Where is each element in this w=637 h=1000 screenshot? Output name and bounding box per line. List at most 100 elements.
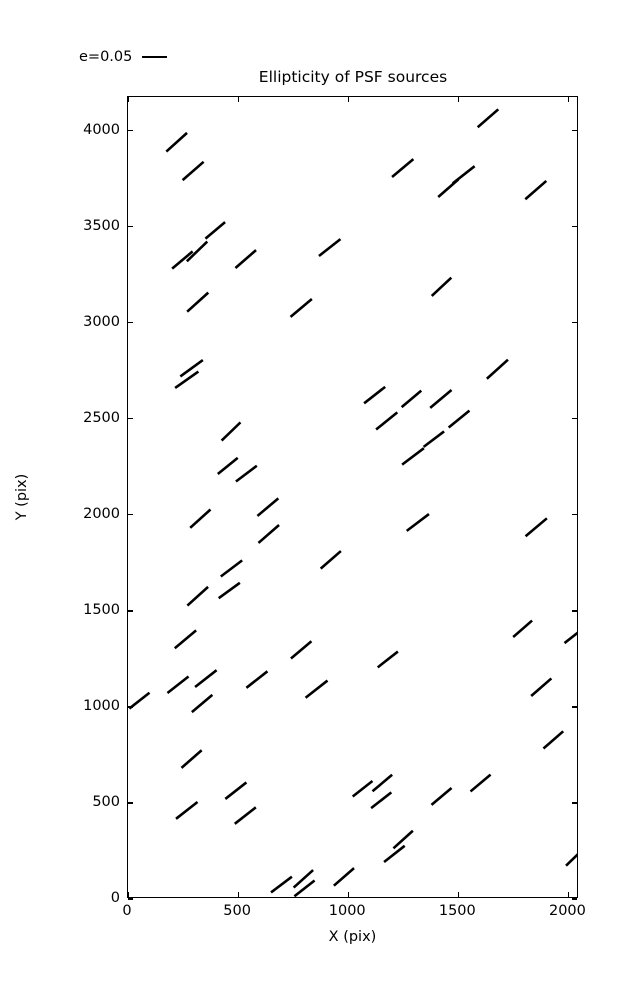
y-axis-label: Y (pix) bbox=[13, 473, 30, 521]
psf-whisker bbox=[216, 456, 239, 476]
psf-whisker bbox=[293, 879, 316, 897]
psf-whisker bbox=[524, 517, 548, 538]
psf-whisker bbox=[429, 388, 453, 409]
y-tick bbox=[572, 706, 577, 708]
x-tick bbox=[347, 892, 349, 897]
psf-whisker bbox=[392, 829, 414, 850]
y-tick-label: 1500 bbox=[83, 601, 120, 618]
x-tick bbox=[127, 97, 129, 102]
x-tick-label: 1000 bbox=[328, 903, 366, 919]
y-tick bbox=[572, 322, 577, 324]
psf-whisker bbox=[376, 650, 399, 669]
y-tick bbox=[572, 514, 577, 516]
psf-whisker bbox=[371, 773, 393, 793]
psf-whisker bbox=[318, 238, 342, 258]
psf-whisker bbox=[430, 276, 453, 297]
psf-whisker bbox=[186, 291, 210, 313]
whisker-layer bbox=[128, 108, 577, 897]
x-axis-label: X (pix) bbox=[328, 929, 377, 945]
psf-whisker bbox=[233, 806, 257, 825]
psf-whisker bbox=[165, 131, 188, 153]
y-tick-label: 0 bbox=[110, 889, 120, 906]
psf-whisker bbox=[173, 629, 197, 650]
psf-whisker bbox=[447, 409, 471, 429]
y-tick bbox=[572, 226, 577, 228]
psf-whisker bbox=[185, 240, 209, 263]
psf-whisker bbox=[179, 359, 204, 378]
psf-whisker bbox=[220, 559, 243, 578]
psf-whisker bbox=[542, 730, 565, 750]
y-tick bbox=[572, 418, 577, 420]
x-tick-label: 2000 bbox=[548, 903, 586, 919]
psf-whisker bbox=[363, 385, 386, 405]
psf-whisker bbox=[375, 411, 399, 431]
x-tick-label: 0 bbox=[122, 903, 132, 919]
psf-whisker bbox=[524, 179, 548, 201]
psf-whisker bbox=[166, 675, 190, 695]
psf-whisker bbox=[224, 781, 248, 800]
psf-whisker bbox=[565, 853, 577, 867]
psf-whisker bbox=[204, 221, 226, 240]
psf-whisker bbox=[333, 867, 355, 887]
y-tick bbox=[128, 514, 133, 516]
psf-whisker bbox=[174, 370, 200, 389]
y-tick-label: 3500 bbox=[83, 217, 120, 234]
y-tick-label: 500 bbox=[92, 793, 120, 810]
psf-whisker bbox=[400, 389, 423, 409]
psf-whisker bbox=[451, 165, 476, 185]
psf-whisker bbox=[351, 780, 374, 798]
psf-whisker bbox=[476, 108, 500, 129]
psf-whisker bbox=[304, 679, 329, 699]
y-tick bbox=[128, 610, 133, 612]
psf-whisker bbox=[292, 869, 314, 889]
psf-whisker bbox=[257, 524, 280, 544]
y-tick bbox=[128, 418, 133, 420]
psf-whisker bbox=[290, 640, 313, 660]
y-tick bbox=[128, 226, 133, 228]
plot-axes bbox=[127, 96, 578, 900]
psf-whisker bbox=[191, 693, 214, 714]
y-tick bbox=[572, 130, 577, 132]
whisker-scale-bar-icon bbox=[142, 55, 168, 59]
x-tick-label: 1500 bbox=[438, 903, 476, 919]
psf-whisker bbox=[217, 581, 241, 600]
psf-whisker bbox=[422, 430, 445, 448]
x-tick bbox=[457, 97, 459, 102]
legend-label: e=0.05 bbox=[79, 48, 133, 65]
psf-whisker bbox=[469, 773, 492, 793]
y-tick bbox=[572, 898, 577, 900]
psf-whisker bbox=[383, 844, 406, 863]
psf-whisker bbox=[234, 249, 257, 270]
psf-whisker bbox=[186, 585, 209, 607]
y-tick bbox=[128, 130, 133, 132]
y-tick-label: 4000 bbox=[83, 121, 120, 138]
x-tick bbox=[237, 892, 239, 897]
psf-whisker bbox=[175, 800, 199, 820]
y-tick-label: 2000 bbox=[83, 505, 120, 522]
plot-title: Ellipticity of PSF sources bbox=[258, 68, 448, 86]
psf-whisker bbox=[485, 358, 509, 380]
psf-whisker bbox=[430, 786, 453, 806]
psf-whisker bbox=[220, 421, 242, 442]
psf-whisker bbox=[189, 508, 212, 529]
x-tick bbox=[237, 97, 239, 102]
psf-whisker bbox=[289, 297, 313, 318]
y-tick bbox=[572, 610, 577, 612]
x-tick bbox=[567, 97, 570, 102]
y-tick bbox=[128, 898, 133, 900]
y-tick-label: 3000 bbox=[83, 313, 120, 330]
psf-whisker bbox=[401, 447, 425, 466]
x-tick bbox=[457, 892, 459, 897]
x-tick bbox=[567, 892, 570, 897]
psf-whisker bbox=[405, 513, 430, 532]
y-tick-label: 2500 bbox=[83, 409, 120, 426]
psf-whisker bbox=[530, 677, 553, 697]
psf-whisker bbox=[181, 160, 205, 182]
psf-whisker bbox=[512, 619, 533, 639]
y-tick bbox=[128, 802, 133, 804]
psf-whisker bbox=[171, 250, 194, 270]
y-tick-label: 1000 bbox=[83, 697, 120, 714]
psf-whisker bbox=[391, 158, 415, 179]
psf-whisker bbox=[256, 497, 280, 517]
